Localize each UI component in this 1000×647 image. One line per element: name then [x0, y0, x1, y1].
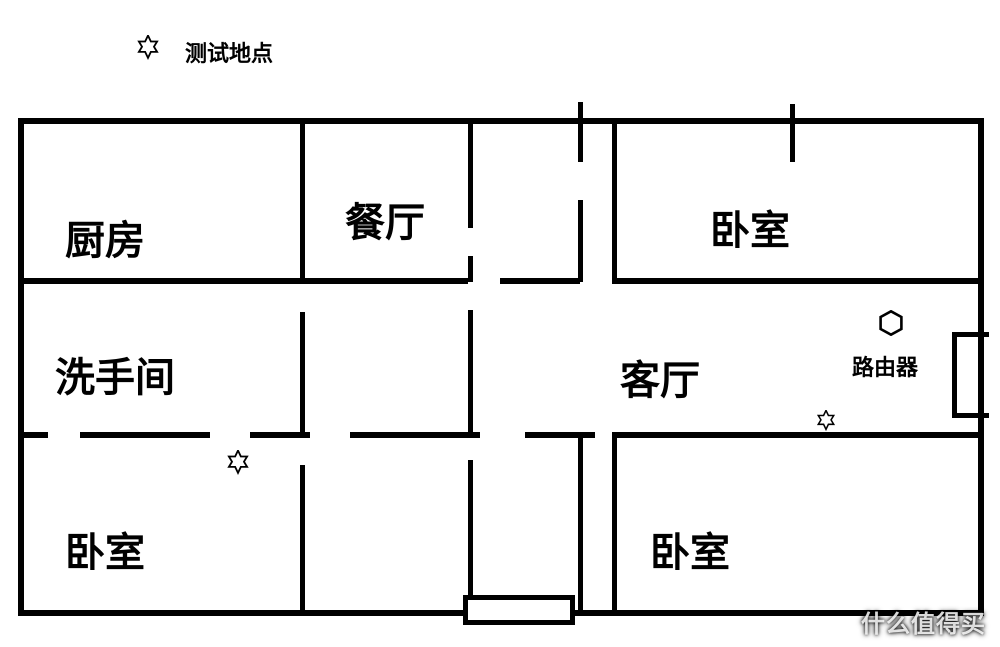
wall: [525, 432, 595, 438]
room-label-bedroom-bl: 卧室: [65, 520, 145, 578]
test-point-star-icon: [225, 450, 251, 481]
router-label: 路由器: [852, 350, 918, 382]
room-label-bathroom: 洗手间: [55, 345, 175, 403]
test-point-star-icon: [815, 410, 837, 437]
wall: [18, 118, 984, 124]
wall: [18, 432, 48, 438]
wall: [612, 278, 984, 284]
wall: [612, 118, 617, 282]
legend-star-icon: [135, 35, 161, 66]
wall: [350, 432, 480, 438]
wall: [612, 432, 984, 438]
wall: [468, 460, 473, 600]
wall: [578, 432, 583, 614]
wall: [18, 278, 468, 284]
room-label-bedroom-tr: 卧室: [710, 198, 790, 256]
router-icon: [878, 310, 904, 341]
wall: [578, 200, 583, 282]
wall: [18, 118, 24, 616]
router-wall-box: [952, 332, 989, 418]
wall: [468, 256, 473, 282]
wall: [578, 102, 583, 162]
wall: [500, 278, 580, 284]
wall: [612, 432, 617, 614]
room-label-kitchen: 厨房: [65, 208, 145, 266]
wall: [300, 118, 305, 282]
wall: [80, 432, 210, 438]
wall: [468, 118, 473, 228]
legend-label: 测试地点: [185, 36, 273, 68]
wall: [468, 310, 473, 436]
room-label-living: 客厅: [620, 348, 700, 406]
floorplan-canvas: 测试地点 厨房 餐厅 卧室 洗手间 客厅 卧室 卧室 路由器 什么值: [0, 0, 1000, 647]
wall: [300, 312, 305, 436]
wall: [300, 465, 305, 614]
door-opening: [463, 595, 575, 625]
room-label-dining: 餐厅: [345, 190, 425, 248]
wall: [790, 104, 795, 162]
room-label-bedroom-br: 卧室: [650, 520, 730, 578]
